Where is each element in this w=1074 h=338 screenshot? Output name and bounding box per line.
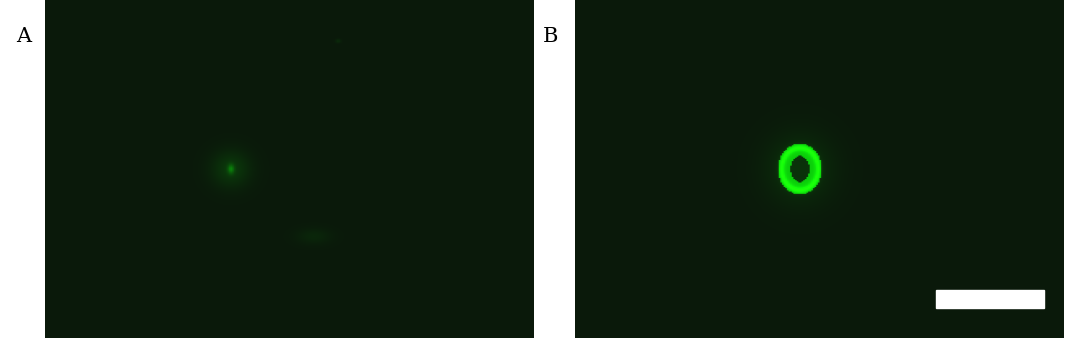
Text: A: A (16, 27, 31, 46)
Bar (937, 290, 1044, 308)
Text: B: B (542, 27, 557, 46)
